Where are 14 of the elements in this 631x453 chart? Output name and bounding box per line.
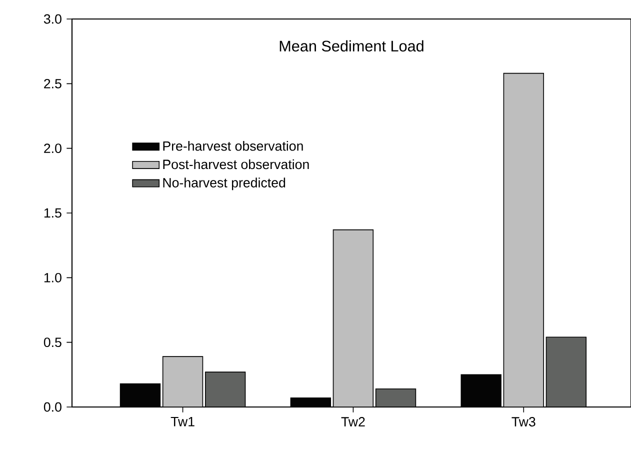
legend-label: Post-harvest observation (163, 159, 309, 170)
x-tick-label: Tw2 (341, 417, 365, 426)
legend-label: No-harvest predicted (163, 178, 286, 190)
x-tick-label: Tw1 (170, 417, 194, 426)
text: Mean Sediment Load (280, 40, 424, 52)
y-tick-label: 1.0 (44, 272, 62, 282)
y-tick-label: 0.5 (44, 338, 62, 348)
y-tick-label: 2.0 (44, 144, 62, 154)
x-tick-label: Tw3 (512, 417, 536, 426)
y-tick-label: 2.5 (44, 78, 62, 88)
y-tick-label: 1.5 (44, 208, 62, 218)
legend-label: Pre-harvest observation (163, 141, 303, 151)
y-tick-label: 0.0 (44, 402, 62, 412)
y-tick-label: 3.0 (44, 14, 62, 24)
